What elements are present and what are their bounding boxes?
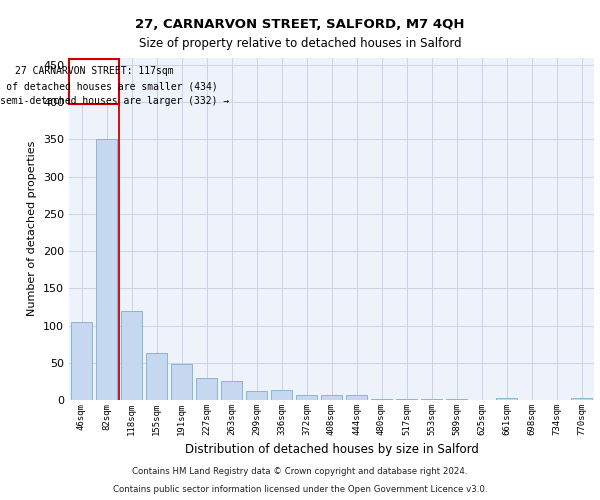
Bar [221, 380, 242, 400]
Text: Size of property relative to detached houses in Salford: Size of property relative to detached ho… [139, 38, 461, 51]
Text: Contains HM Land Registry data © Crown copyright and database right 2024.: Contains HM Land Registry data © Crown c… [132, 467, 468, 476]
Bar [321, 395, 342, 400]
Bar [571, 398, 592, 400]
Bar [271, 390, 292, 400]
Bar [296, 395, 317, 400]
Text: 27 CARNARVON STREET: 117sqm: 27 CARNARVON STREET: 117sqm [14, 66, 173, 76]
FancyBboxPatch shape [69, 59, 119, 104]
Bar [246, 391, 267, 400]
Text: ← 56% of detached houses are smaller (434): ← 56% of detached houses are smaller (43… [0, 82, 217, 92]
Bar [121, 310, 142, 400]
Bar [71, 322, 92, 400]
Bar [496, 398, 517, 400]
Bar [346, 395, 367, 400]
Bar [196, 378, 217, 400]
Text: Contains public sector information licensed under the Open Government Licence v3: Contains public sector information licen… [113, 485, 487, 494]
Bar [146, 353, 167, 400]
X-axis label: Distribution of detached houses by size in Salford: Distribution of detached houses by size … [185, 444, 478, 456]
Bar [171, 364, 192, 400]
Text: 27, CARNARVON STREET, SALFORD, M7 4QH: 27, CARNARVON STREET, SALFORD, M7 4QH [135, 18, 465, 30]
Text: 43% of semi-detached houses are larger (332) →: 43% of semi-detached houses are larger (… [0, 96, 229, 106]
Bar [96, 140, 117, 400]
Y-axis label: Number of detached properties: Number of detached properties [28, 141, 37, 316]
